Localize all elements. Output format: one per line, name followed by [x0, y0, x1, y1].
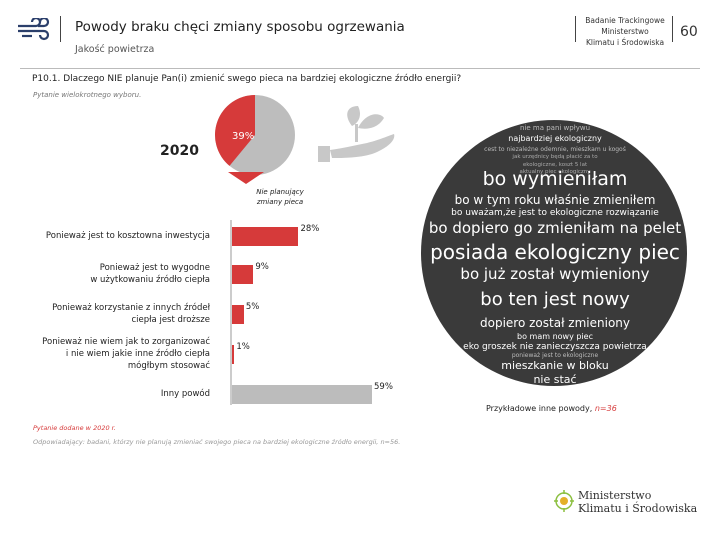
word-cloud-caption-text: Przykładowe inne powody, [486, 404, 593, 413]
ministry-line2: Klimatu i Środowiska [578, 502, 698, 515]
word-cloud-caption-n: n=36 [594, 404, 617, 413]
word-cloud-word: dopiero został zmieniony [480, 316, 630, 330]
page-number: 60 [680, 24, 698, 40]
study-line2: Ministerstwo [601, 27, 649, 36]
pie-value-label: 39% [232, 131, 254, 142]
word-cloud-word: nie stać [533, 373, 576, 386]
pie-legend-line1: Nie planujący [256, 188, 304, 196]
word-cloud-word: mieszkanie w bloku [501, 359, 609, 372]
word-cloud-word: posiada ekologiczny piec [430, 240, 680, 264]
ministry-line1: Ministerstwo [578, 489, 652, 502]
category-label-line: w użytkowaniu źródło ciepła [90, 275, 210, 285]
study-line1: Badanie Trackingowe [585, 16, 665, 25]
category-label: Ponieważ jest to kosztowna inwestycja [46, 230, 210, 242]
category-label-line: Inny powód [160, 389, 210, 399]
ministry-name: Ministerstwo Klimatu i Środowiska [578, 489, 697, 515]
category-label: Ponieważ korzystanie z innych źródeł ciep… [52, 302, 210, 326]
bar [232, 344, 235, 364]
header-divider-right2 [672, 16, 673, 42]
word-cloud-word: bo dopiero go zmieniłam na pelet [429, 219, 681, 237]
plant-in-hand-icon [318, 106, 395, 162]
study-line3: Klimatu i Środowiska [585, 38, 665, 47]
word-cloud-word: bo uważam,że jest to ekologiczne rozwiąz… [451, 208, 659, 218]
bar [232, 384, 372, 404]
header-rule [20, 68, 700, 69]
footnote-added: Pytanie dodane w 2020 r. [33, 424, 116, 432]
word-cloud-word: ekologiczne, koszt 5 lat [523, 162, 588, 168]
header-divider-right1 [575, 16, 576, 42]
word-cloud-word: bo mam nowy piec [517, 332, 593, 341]
bar-value-label: 9% [255, 262, 269, 272]
bar [232, 226, 299, 246]
bar [232, 304, 244, 324]
category-label-line: Ponieważ korzystanie z innych źródeł [52, 303, 210, 313]
category-label-line: Ponieważ jest to kosztowna inwestycja [45, 231, 210, 241]
category-label: Ponieważ jest to wygodne w użytkowaniu źr… [90, 262, 210, 286]
legend-triangle-icon [228, 172, 264, 184]
question-note: Pytanie wielokrotnego wyboru. [33, 91, 142, 99]
word-cloud-word: eko groszek nie zanieczyszcza powietrza [463, 342, 647, 352]
category-label-line: ciepła jest droższe [131, 315, 210, 325]
wind-logo-icon [18, 18, 50, 41]
ministry-emblem-icon [554, 490, 574, 512]
category-label-line: Ponieważ jest to wygodne [99, 263, 210, 273]
footnote-base: Odpowiadający: badani, którzy nie planuj… [33, 438, 401, 446]
bar-value-label: 5% [245, 302, 260, 312]
word-cloud-word: jak urzędnicy będą płacić za to [511, 153, 598, 160]
bar-value-label: 59% [374, 382, 393, 392]
pie-legend-label: Nie planujący zmiany pieca [240, 187, 320, 207]
word-cloud-word: nie ma pani wpływu [520, 124, 590, 132]
category-label: Inny powód [161, 388, 210, 400]
question-text: P10.1. Dlaczego NIE planuje Pan(i) zmien… [32, 74, 462, 84]
bar [232, 264, 254, 284]
word-cloud-caption: Przykładowe inne powody, n=36 [486, 404, 617, 413]
category-label: Ponieważ nie wiem jak to zorganizować i n… [42, 336, 210, 372]
word-cloud-word: najbardziej ekologiczny [508, 134, 602, 143]
pie-slice-highlight [214, 95, 255, 166]
pie-legend-line2: zmiany pieca [256, 198, 304, 206]
word-cloud-word: bo ten jest nowy [480, 289, 630, 310]
word-cloud-word: bo już został wymieniony [460, 265, 649, 283]
word-cloud-word: bo w tym roku właśnie zmieniłem [455, 193, 656, 207]
category-label-line: Ponieważ nie wiem jak to zorganizować [42, 337, 210, 347]
word-cloud-word: bo wymieniłam [483, 168, 628, 190]
word-cloud-word: cest to niezależne odemnie, mieszkam u k… [484, 146, 626, 153]
word-cloud-disc [421, 120, 687, 386]
year-label: 2020 [160, 143, 199, 159]
study-name: Badanie Trackingowe Ministerstwo Klimatu… [580, 15, 670, 48]
word-cloud-word: ponieważ jest to ekologiczne [512, 352, 599, 359]
bar-value-label: 1% [236, 342, 250, 352]
bar-value-label: 28% [300, 224, 320, 234]
word-cloud-word: aktualny piec ekologiczny [519, 169, 591, 175]
header-divider-left [60, 16, 61, 42]
category-label-line: i nie wiem jakie inne źródło ciepła [65, 349, 210, 359]
category-label-line: mógłbym stosować [127, 361, 210, 371]
page-title: Powody braku chęci zmiany sposobu ogrzew… [75, 19, 405, 35]
page-subtitle: Jakość powietrza [75, 44, 155, 55]
